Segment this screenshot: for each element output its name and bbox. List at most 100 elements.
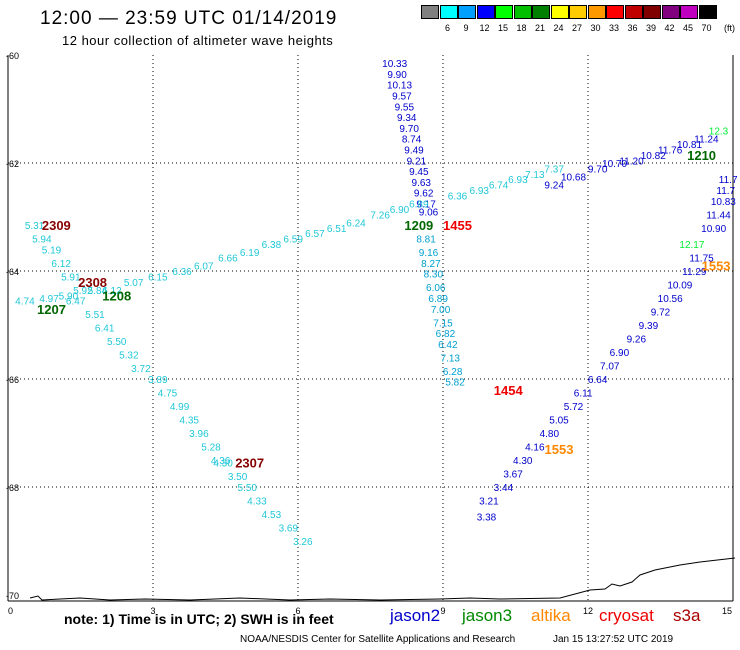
swh-value-label: 3.69 [279, 524, 299, 535]
swh-value-label: 3.21 [479, 497, 499, 508]
pass-number-label: 1209 [404, 218, 433, 233]
legend-jason2: jason2 [390, 606, 441, 625]
scale-tick-label: 42 [664, 23, 675, 33]
pass-number-label: 2308 [78, 275, 107, 290]
swh-value-label: 10.09 [667, 281, 692, 292]
swh-value-label: 9.39 [639, 321, 659, 332]
swh-value-label: 4.75 [158, 389, 178, 400]
swh-value-label: 5.84 [88, 286, 108, 297]
swh-value-label: 4.16 [525, 443, 545, 454]
swh-value-label: 10.83 [711, 197, 736, 208]
x-tick-label: 6 [295, 606, 300, 616]
y-tick-label: -60 [6, 51, 19, 61]
swh-value-label: 5.82 [445, 378, 465, 389]
swh-value-label: 4.80 [540, 429, 560, 440]
swh-value-label: 4.35 [180, 416, 200, 427]
swh-value-label: 11.75 [689, 254, 714, 265]
swh-value-label: 8.27 [421, 259, 441, 270]
swh-value-label: 5.92 [73, 286, 93, 297]
swh-value-label: 9.16 [419, 248, 439, 259]
swh-value-label: 5.05 [549, 416, 569, 427]
swh-value-label: 6.19 [240, 248, 260, 259]
swh-value-label: 7.15 [433, 318, 453, 329]
swh-value-label: 7.13 [441, 353, 461, 364]
swh-value-label: 4.33 [247, 497, 267, 508]
swh-value-label: 5.07 [124, 278, 144, 289]
antarctic-coastline [29, 557, 736, 601]
legend-jason3: jason3 [462, 606, 513, 625]
swh-value-label: 8.81 [416, 235, 436, 246]
scale-swatch [606, 5, 624, 19]
swh-value-label: 6.12 [102, 286, 122, 297]
swh-value-label: 6.82 [436, 329, 456, 340]
swh-value-label: 11.29 [682, 267, 707, 278]
swh-value-label: 6.59 [283, 235, 303, 246]
swh-value-label: 3.26 [293, 537, 313, 548]
swh-value-label: 6.57 [305, 229, 325, 240]
swh-value-label: 12.3 [709, 127, 729, 138]
credit-line: NOAA/NESDIS Center for Satellite Applica… [240, 634, 516, 645]
swh-value-label: 3.44 [494, 483, 514, 494]
swh-value-label: 3.96 [189, 429, 209, 440]
swh-value-label: 4.30 [213, 459, 233, 470]
swh-value-label: 6.15 [148, 272, 168, 283]
swh-value-label: 6.36 [448, 191, 468, 202]
scale-tick-label: 27 [571, 23, 582, 33]
swh-value-label: 9.72 [651, 308, 671, 319]
swh-value-label: 6.28 [443, 367, 463, 378]
scale-tick-label: 15 [497, 23, 508, 33]
swh-value-label: 6.66 [218, 254, 238, 265]
y-tick-label: -68 [6, 483, 19, 493]
generated-timestamp: Jan 15 13:27:52 UTC 2019 [553, 634, 674, 645]
swh-value-label: 11.7 [716, 186, 735, 197]
scale-unit-label: (ft) [724, 23, 735, 33]
pass-number-label: 1210 [687, 148, 716, 163]
swh-value-label: 9.17 [416, 200, 436, 211]
swh-value-label: 9.49 [404, 146, 424, 157]
scale-tick-label: 9 [463, 23, 469, 33]
swh-value-label: 5.50 [238, 483, 258, 494]
swh-value-label: 6.93 [508, 175, 528, 186]
swh-value-label: 6.90 [390, 205, 410, 216]
scale-swatch [532, 5, 550, 19]
swh-value-label: 9.70 [588, 164, 608, 175]
scale-swatch [476, 5, 495, 19]
swh-value-label: 9.63 [412, 178, 432, 189]
pass-labels: 2309 2308 2307 1207 1208 1209 1210 1455 1454 1553… [37, 148, 731, 471]
swh-value-label: 4.36 [211, 456, 231, 467]
swh-value-label: 10.82 [641, 151, 666, 162]
swh-value-label: 7.26 [370, 210, 390, 221]
swh-value-label: 5.90 [59, 291, 79, 302]
scale-swatch [513, 5, 532, 19]
pass-number-label: 1208 [102, 288, 131, 303]
y-tick-label: -62 [6, 159, 19, 169]
swh-value-label: 6.11 [574, 389, 593, 400]
swh-value-label: 3.89 [148, 375, 168, 386]
swh-value-label: 9.06 [419, 208, 439, 219]
swh-value-label: 9.90 [387, 70, 407, 81]
pass-number-label: 2309 [42, 218, 71, 233]
swh-value-label: 10.56 [658, 294, 683, 305]
scale-tick-label: 24 [553, 23, 564, 33]
swh-value-label: 7.07 [600, 362, 620, 373]
swh-value-label: 5.91 [61, 272, 81, 283]
legend-cryosat: cryosat [599, 606, 654, 625]
swh-value-label: 12.17 [679, 240, 704, 251]
swh-value-label: 6.07 [194, 262, 214, 273]
swh-value-label: 11.24 [694, 135, 719, 146]
scale-tick-label: 45 [682, 23, 693, 33]
x-tick-label: 9 [440, 606, 445, 616]
x-tick-label: 15 [722, 606, 732, 616]
scale-tick-label: 30 [590, 23, 601, 33]
swh-value-label: 5.32 [119, 351, 139, 362]
swh-value-label: 4.97 [39, 294, 59, 305]
x-tick-label: 3 [150, 606, 155, 616]
swh-value-label: 4.99 [170, 402, 190, 413]
scale-swatch [495, 5, 513, 19]
pass-number-label: 1207 [37, 302, 66, 317]
swh-value-label: 6.12 [51, 259, 71, 270]
swh-value-label: 3.50 [228, 472, 248, 483]
swh-value-label: 6.51 [327, 224, 347, 235]
scale-tick-label: 33 [608, 23, 619, 33]
